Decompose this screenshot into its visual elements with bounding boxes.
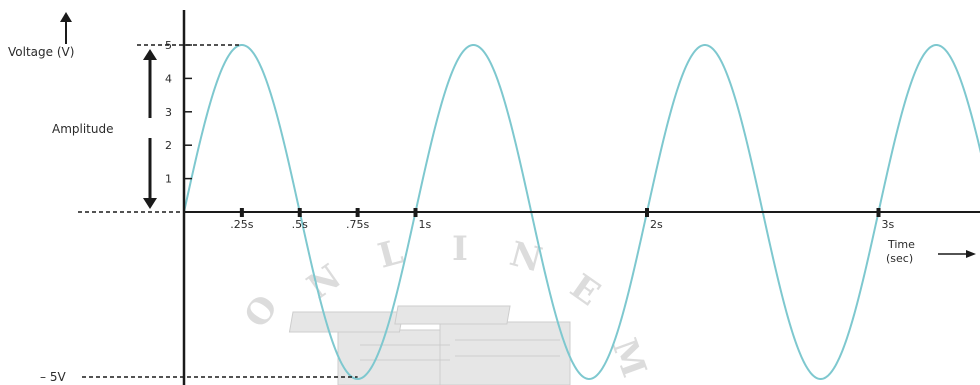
time-ticks: .25s .5s .75s 1s 2s 3s bbox=[230, 208, 894, 231]
voltage-ticks: 5 4 3 2 1 bbox=[165, 39, 192, 186]
time-axis-label-line2: (sec) bbox=[886, 252, 913, 265]
negative-peak-label: – 5V bbox=[40, 370, 66, 384]
watermark-letter-m: M bbox=[604, 333, 654, 382]
voltage-up-arrow bbox=[60, 12, 72, 44]
time-tick-label: 2s bbox=[650, 218, 663, 231]
voltage-tick-label: 3 bbox=[165, 106, 172, 119]
voltage-tick-label: 2 bbox=[165, 139, 172, 152]
watermark-letter-n2: N bbox=[506, 234, 546, 281]
sine-wave-curve bbox=[183, 44, 980, 381]
watermark-letter-n: N bbox=[300, 257, 348, 308]
time-right-arrow bbox=[938, 250, 976, 258]
time-tick-mark bbox=[297, 208, 302, 217]
voltage-axis-label: Voltage (V) bbox=[8, 45, 74, 59]
time-axis-label-line1: Time bbox=[887, 238, 915, 251]
voltage-tick-label: 5 bbox=[165, 39, 172, 52]
watermark: O N L I N E M bbox=[237, 229, 654, 385]
watermark-letter-o: O bbox=[237, 288, 287, 335]
time-tick-mark bbox=[239, 208, 244, 217]
time-tick-mark bbox=[645, 208, 649, 217]
watermark-letter-e: E bbox=[563, 267, 607, 315]
books-illustration bbox=[288, 305, 571, 385]
time-tick-label: .5s bbox=[292, 218, 308, 231]
time-tick-label: .75s bbox=[346, 218, 369, 231]
time-tick-mark bbox=[876, 208, 881, 217]
time-tick-mark bbox=[355, 208, 360, 217]
time-tick-label: 1s bbox=[419, 218, 432, 231]
amplitude-label: Amplitude bbox=[52, 122, 114, 136]
watermark-letter-i: I bbox=[452, 229, 468, 269]
time-tick-mark bbox=[413, 208, 418, 217]
voltage-tick-label: 1 bbox=[165, 173, 172, 186]
voltage-tick-label: 4 bbox=[165, 72, 172, 85]
amplitude-double-arrow bbox=[143, 49, 157, 209]
time-tick-label: .25s bbox=[230, 218, 253, 231]
time-tick-label: 3s bbox=[882, 218, 895, 231]
